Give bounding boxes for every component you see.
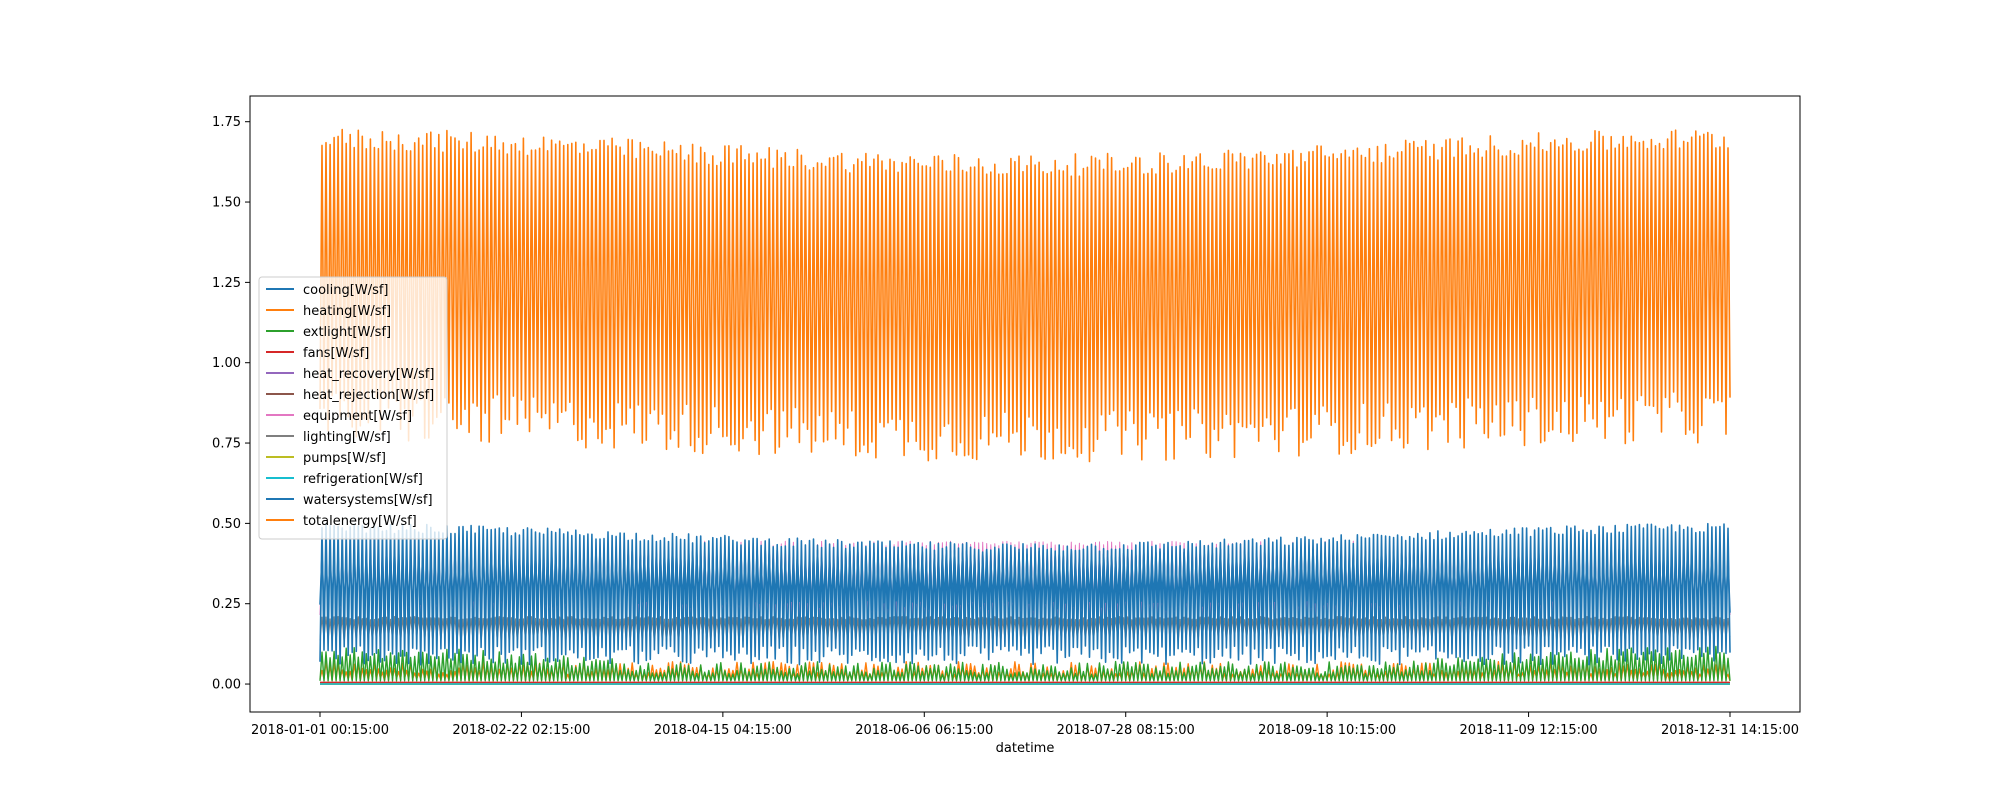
- x-tick-label: 2018-04-15 04:15:00: [654, 723, 792, 738]
- x-axis: 2018-01-01 00:15:00 2018-02-22 02:15:00 20…: [251, 712, 1799, 738]
- legend-entry-label: refrigeration[W/sf]: [303, 472, 423, 487]
- legend-entry-label: lighting[W/sf]: [303, 430, 391, 445]
- x-tick-label: 2018-07-28 08:15:00: [1057, 723, 1195, 738]
- y-tick-label: 0.75: [212, 437, 241, 452]
- legend-entry-label: pumps[W/sf]: [303, 451, 386, 466]
- legend-entry-label: heating[W/sf]: [303, 304, 391, 319]
- y-tick-label: 0.25: [212, 597, 241, 612]
- legend-entry-label: totalenergy[W/sf]: [303, 514, 417, 529]
- legend-entry-label: watersystems[W/sf]: [303, 493, 433, 508]
- legend-entry-label: cooling[W/sf]: [303, 283, 389, 298]
- legend-entry-label: heat_rejection[W/sf]: [303, 388, 434, 403]
- x-tick-label: 2018-06-06 06:15:00: [855, 723, 993, 738]
- legend: cooling[W/sf] heating[W/sf] extlight[W/sf]…: [258, 276, 448, 540]
- legend-box: [258, 276, 448, 540]
- x-tick-label: 2018-01-01 00:15:00: [251, 723, 389, 738]
- legend-entry-label: fans[W/sf]: [303, 346, 369, 361]
- legend-entry-label: heat_recovery[W/sf]: [303, 367, 434, 382]
- x-tick-label: 2018-09-18 10:15:00: [1258, 723, 1396, 738]
- legend-entry-label: extlight[W/sf]: [303, 325, 391, 340]
- series-line-extlight: [319, 645, 1731, 682]
- x-tick-label: 2018-12-31 14:15:00: [1661, 723, 1799, 738]
- plot-frame: [249, 95, 1801, 713]
- y-axis: 0.00 0.25 0.50 0.75 1.00 1.25 1.50 1.75: [212, 115, 250, 693]
- series-line-totalenergy: [319, 128, 1731, 463]
- y-tick-label: 1.25: [212, 276, 241, 291]
- x-tick-label: 2018-11-09 12:15:00: [1460, 723, 1598, 738]
- y-tick-label: 1.75: [212, 115, 241, 130]
- y-tick-label: 1.50: [212, 196, 241, 211]
- y-tick-label: 1.00: [212, 356, 241, 371]
- x-axis-label: datetime: [996, 741, 1055, 756]
- series-layer: [319, 128, 1731, 685]
- y-tick-label: 0.50: [212, 517, 241, 532]
- x-tick-label: 2018-02-22 02:15:00: [452, 723, 590, 738]
- legend-entry-label: equipment[W/sf]: [303, 409, 412, 424]
- series-line-watersystems: [319, 548, 1731, 615]
- y-tick-label: 0.00: [212, 678, 241, 693]
- plot-area: [319, 128, 1731, 685]
